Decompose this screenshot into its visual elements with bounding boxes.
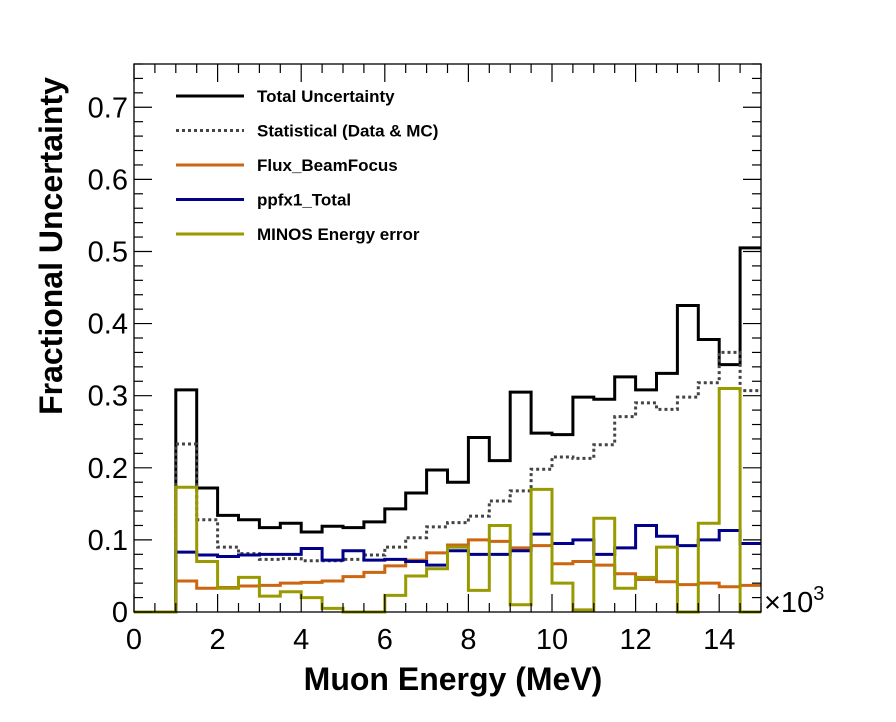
x-tick-label: 12	[619, 624, 651, 656]
legend-label-2: Flux_BeamFocus	[257, 156, 398, 175]
y-tick-label: 0.3	[88, 381, 128, 413]
x-tick-label: 8	[460, 624, 476, 656]
x-multiplier-base: ×10	[764, 587, 813, 619]
y-tick-label: 0.2	[88, 453, 128, 485]
legend-label-0: Total Uncertainty	[257, 87, 395, 106]
series-line-2	[134, 538, 761, 614]
y-axis: 0 0.1 0.2 0.3 0.4 0.5 0.6 0.7	[88, 63, 761, 629]
series-line-4	[134, 386, 761, 614]
y-tick-label: 0.5	[88, 236, 128, 268]
x-tick-label: 0	[126, 624, 142, 656]
x-tick-label: 6	[377, 624, 393, 656]
x-tick-label: 14	[703, 624, 735, 656]
x-tick-label: 2	[210, 624, 226, 656]
y-tick-label: 0.1	[88, 525, 128, 557]
series-layer	[134, 246, 761, 614]
x-tick-label: 10	[536, 624, 568, 656]
y-tick-label: 0.4	[88, 309, 128, 341]
legend: Total Uncertainty Statistical (Data & MC)…	[176, 87, 438, 244]
legend-label-1: Statistical (Data & MC)	[257, 122, 438, 141]
y-tick-label: 0.6	[88, 164, 128, 196]
x-multiplier-exponent: 3	[813, 583, 824, 605]
x-axis: 0 2 4 6 8 10 12 14	[126, 64, 762, 656]
y-tick-label: 0.7	[88, 92, 128, 124]
x-multiplier: ×103	[764, 583, 824, 619]
x-tick-label: 4	[293, 624, 309, 656]
y-axis-title: Fractional Uncertainty	[33, 77, 69, 415]
legend-label-3: ppfx1_Total	[257, 191, 351, 210]
series-line-0	[134, 246, 761, 614]
legend-label-4: MINOS Energy error	[257, 225, 420, 244]
x-axis-title: Muon Energy (MeV)	[304, 661, 603, 697]
y-tick-label: 0	[112, 597, 128, 629]
